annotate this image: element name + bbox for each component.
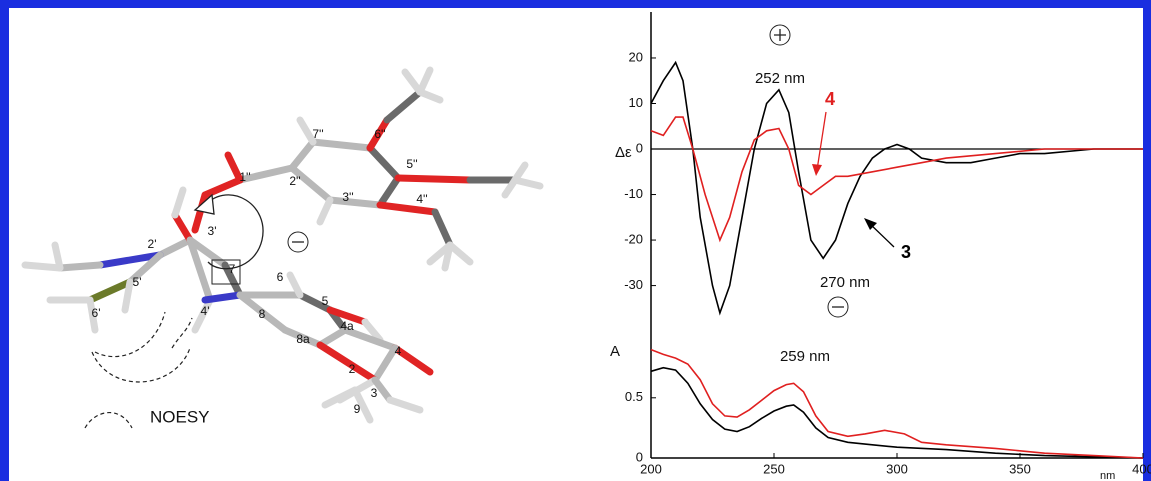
atom-label: 5'' [406, 157, 417, 171]
bond [125, 282, 130, 310]
atom-label: 7 [229, 262, 236, 276]
x-axis-label: nm [1100, 470, 1115, 481]
x-tick-label: 400 [1132, 461, 1151, 476]
y-axis-label: Δε [615, 144, 632, 161]
y-tick-label: 20 [629, 49, 643, 64]
noesy-label: NOESY [150, 407, 210, 426]
y-tick-label: -10 [624, 186, 643, 201]
bond [55, 245, 60, 268]
bond [398, 178, 470, 180]
atom-label: 3 [371, 386, 378, 400]
frame-right [1143, 0, 1151, 481]
figure: 7'' 6'' 5'' 1'' 2'' 3'' 4'' 3' 2' 5' 7 6 5 4a 4' 6' 8 8a 4… [0, 0, 1151, 481]
atom-label: 8 [259, 307, 266, 321]
bond [205, 295, 240, 300]
atom-label: 5 [322, 294, 329, 308]
y-tick-label: 0 [636, 140, 643, 155]
frame-left [0, 0, 9, 481]
annotation: 252 nm [755, 70, 805, 87]
atom-label: 3'' [342, 190, 353, 204]
x-tick-label: 250 [763, 461, 785, 476]
atom-label: 6' [92, 306, 101, 320]
atom-label: 5' [133, 275, 142, 289]
y-tick-label: -20 [624, 231, 643, 246]
bond [25, 265, 60, 268]
x-tick-label: 200 [640, 461, 662, 476]
atom-label: 7'' [312, 127, 323, 141]
x-tick-label: 300 [886, 461, 908, 476]
atom-label: 8a [296, 332, 310, 346]
atom-label: 2'' [289, 174, 300, 188]
atom-label: 4' [201, 304, 210, 318]
y-tick-label: 0.5 [625, 389, 643, 404]
bond [445, 245, 450, 268]
series-label: 4 [825, 89, 835, 109]
atom-label: 4 [395, 344, 402, 358]
y-axis-label: A [610, 343, 620, 360]
bond [60, 265, 100, 268]
atom-label: 3' [208, 224, 217, 238]
atom-label: 2 [349, 362, 356, 376]
bond [330, 200, 380, 205]
atom-label: 6'' [374, 127, 385, 141]
atom-label: 4'' [416, 192, 427, 206]
y-tick-label: 10 [629, 95, 643, 110]
series-label: 3 [901, 242, 911, 262]
atom-label: 4a [340, 319, 354, 333]
annotation: 270 nm [820, 274, 870, 291]
atom-label: 6 [277, 270, 284, 284]
frame-top [0, 0, 1151, 8]
annotation: 259 nm [780, 348, 830, 365]
atom-label: 2' [148, 237, 157, 251]
y-tick-label: -30 [624, 277, 643, 292]
atom-label: 9 [354, 402, 361, 416]
atom-label: 1'' [239, 170, 250, 184]
x-tick-label: 350 [1009, 461, 1031, 476]
